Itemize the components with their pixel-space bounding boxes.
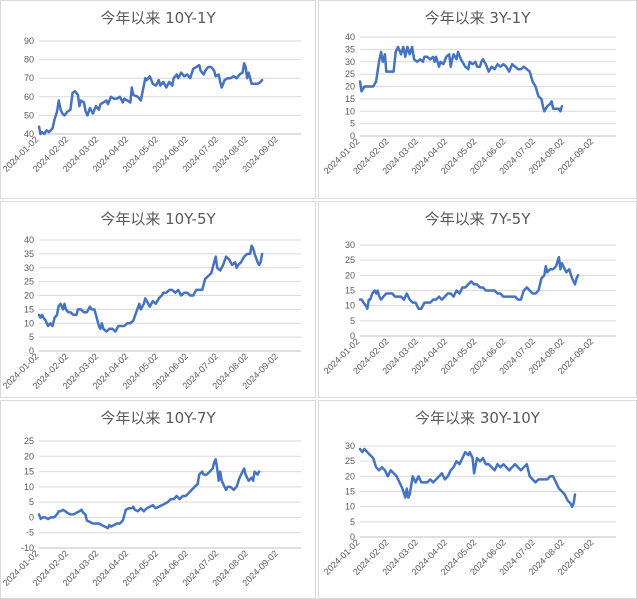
chart-svg: 今年以来 7Y-5Y0510152025302024-01-022024-02-… (322, 210, 616, 376)
y-tick-label: 15 (345, 286, 355, 296)
chart-title: 今年以来 10Y-5Y (100, 210, 216, 228)
y-tick-label: 0 (350, 331, 355, 341)
y-tick-label: 35 (345, 44, 355, 54)
chart-title: 今年以来 30Y-10Y (415, 409, 541, 427)
y-tick-label: 20 (345, 471, 355, 481)
y-tick-label: 0 (29, 512, 34, 522)
y-tick-label: -10 (21, 543, 34, 553)
y-tick-label: 70 (24, 73, 34, 83)
y-tick-label: 10 (345, 106, 355, 116)
chart-panel-10y-1y: 今年以来 10Y-1Y 40 50 60 70 80 90 2024-01-02 2024-02… (0, 0, 316, 199)
y-tick-label: 50 (24, 110, 34, 120)
y-tick-label: 10 (24, 482, 34, 492)
y-tick-label: 30 (345, 441, 355, 451)
y-tick-label: 15 (345, 94, 355, 104)
y-tick-label: 20 (345, 82, 355, 92)
chart-panel-7y-5y: 今年以来 7Y-5Y 0 5 10 15 20 25 30 2024-01-02 2024-02-… (318, 201, 637, 398)
y-tick-label: 20 (345, 270, 355, 280)
y-tick-label: 15 (24, 467, 34, 477)
y-tick-label: 10 (345, 301, 355, 311)
series-line (358, 447, 577, 508)
chart-svg: 今年以来 10Y-7Y-10-505101520252024-01-022024… (1, 409, 301, 588)
chart-svg: 今年以来 30Y-10Y0510152025302024-01-022024-0… (322, 409, 616, 577)
y-tick-label: 25 (24, 436, 34, 446)
y-tick-label: 20 (24, 451, 34, 461)
y-tick-label: 20 (24, 291, 34, 301)
y-tick-label: 35 (24, 249, 34, 259)
y-tick-label: 25 (345, 69, 355, 79)
series-line (37, 62, 264, 136)
y-tick-label: 25 (345, 456, 355, 466)
y-tick-label: 5 (350, 517, 355, 527)
chart-panel-10y-5y: 今年以来 10Y-5Y 0 5 10 15 20 25 30 35 40 2024-01-02 202… (0, 201, 316, 398)
chart-panel-3y-1y: 今年以来 3Y-1Y 0 5 10 15 20 25 30 35 40 2024-01-02 2024… (318, 0, 637, 199)
y-tick-label: 80 (24, 55, 34, 65)
chart-svg: 今年以来 10Y-5Y05101520253035402024-01-02202… (1, 210, 301, 391)
chart-panel-30y-10y: 今年以来 30Y-10Y 0 5 10 15 20 25 30 2024-01-02 2024-0… (318, 400, 637, 599)
y-tick-label: 40 (345, 32, 355, 42)
y-tick-label: 30 (345, 57, 355, 67)
chart-svg: 今年以来 3Y-1Y05101520253035402024-01-022024… (322, 9, 616, 176)
y-tick-label: 5 (350, 316, 355, 326)
chart-title: 今年以来 3Y-1Y (425, 9, 532, 27)
y-tick-label: 5 (29, 497, 34, 507)
series-line (37, 458, 261, 530)
y-tick-label: 40 (24, 235, 34, 245)
y-tick-label: 25 (24, 277, 34, 287)
chart-title: 今年以来 7Y-5Y (425, 210, 532, 228)
y-tick-label: -5 (26, 528, 34, 538)
y-tick-label: 0 (350, 532, 355, 542)
y-tick-label: 15 (345, 487, 355, 497)
series-line (358, 45, 564, 113)
y-tick-label: 5 (29, 332, 34, 342)
y-tick-label: 15 (24, 304, 34, 314)
y-tick-label: 40 (24, 129, 34, 139)
series-line (37, 244, 264, 333)
chart-svg: 今年以来 10Y-1Y4050607080902024-01-022024-02… (1, 9, 301, 174)
y-tick-label: 60 (24, 92, 34, 102)
y-tick-label: 90 (24, 36, 34, 46)
y-tick-label: 0 (29, 346, 34, 356)
chart-title: 今年以来 10Y-7Y (100, 409, 216, 427)
y-tick-label: 30 (24, 263, 34, 273)
y-tick-label: 10 (24, 318, 34, 328)
y-tick-label: 25 (345, 255, 355, 265)
chart-panel-10y-7y: 今年以来 10Y-7Y -10 -5 0 5 10 15 20 25 2024-01-02 2024… (0, 400, 316, 599)
y-tick-label: 5 (350, 119, 355, 129)
y-tick-label: 30 (345, 240, 355, 250)
y-tick-label: 10 (345, 502, 355, 512)
y-tick-label: 0 (350, 131, 355, 141)
series-line (358, 255, 580, 310)
chart-title: 今年以来 10Y-1Y (100, 9, 216, 27)
